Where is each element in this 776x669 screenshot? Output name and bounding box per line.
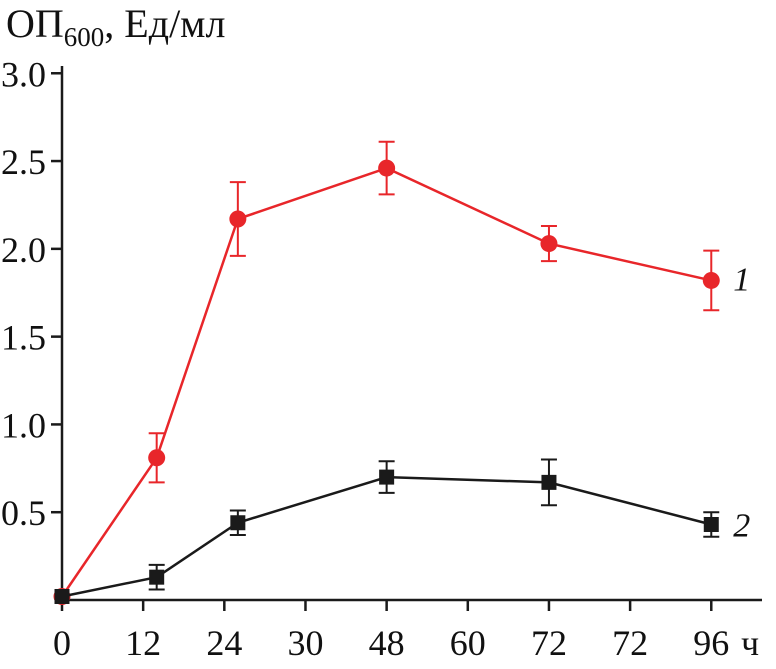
x-tick-label: 30 — [287, 623, 323, 663]
data-point-square — [541, 474, 557, 490]
y-axis-title-suffix: , Ед/мл — [104, 1, 226, 46]
data-point-circle — [702, 271, 720, 289]
series-label-2: 2 — [733, 508, 750, 545]
x-tick-label: 72 — [531, 623, 567, 663]
data-point-square — [703, 517, 719, 533]
y-axis-title: ОП600, Ед/мл — [6, 0, 226, 51]
x-tick-label: 24 — [206, 623, 242, 663]
data-point-circle — [540, 235, 558, 253]
data-point-circle — [148, 449, 166, 467]
series-label-1: 1 — [733, 262, 750, 299]
y-tick-label: 1.0 — [1, 405, 46, 445]
x-tick-label: 60 — [450, 623, 486, 663]
data-point-square — [230, 515, 246, 531]
data-point-circle — [378, 159, 396, 177]
y-tick-label: 2.0 — [1, 230, 46, 270]
data-point-square — [149, 569, 165, 585]
data-point-square — [54, 588, 70, 604]
series-line-1 — [60, 166, 712, 598]
x-tick-label: 72 — [612, 623, 648, 663]
y-axis-title-subscript: 600 — [63, 22, 105, 52]
x-tick-label: 0 — [53, 623, 71, 663]
x-tick-label: 48 — [369, 623, 405, 663]
y-axis-title-prefix: ОП — [6, 1, 64, 46]
y-tick-label: 2.5 — [1, 142, 46, 182]
series-line-2 — [61, 475, 712, 598]
data-point-circle — [229, 210, 247, 228]
x-axis-unit-label: ч — [741, 623, 759, 663]
x-tick-label: 12 — [125, 623, 161, 663]
data-point-square — [379, 469, 395, 485]
y-tick-label: 1.5 — [1, 318, 46, 358]
y-tick-label: 0.5 — [1, 493, 46, 533]
y-tick-label: 3.0 — [1, 54, 46, 94]
axes — [60, 66, 762, 602]
x-tick-label: 96 — [693, 623, 729, 663]
